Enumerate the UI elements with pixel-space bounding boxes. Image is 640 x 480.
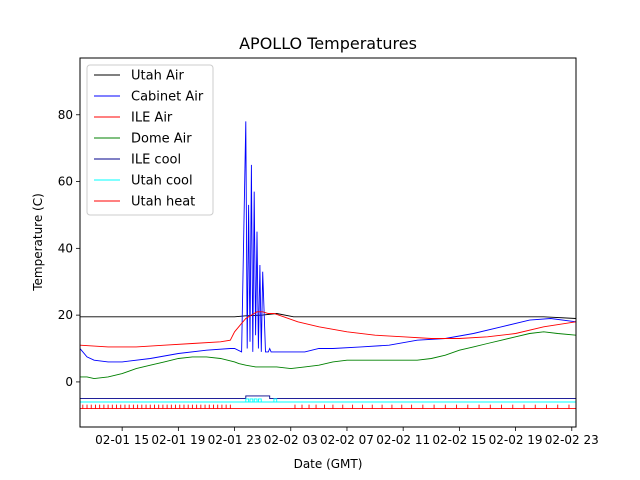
- series-pulse-utah-cool: [253, 398, 258, 402]
- y-tick-label: 80: [58, 108, 73, 122]
- series-pulse-utah-cool: [245, 398, 250, 402]
- legend-label-ile-air: ILE Air: [131, 111, 173, 126]
- x-tick-label: 02-01 19: [151, 433, 205, 447]
- legend-box: [86, 64, 214, 216]
- series-line-cabinet-air: [80, 121, 576, 363]
- series-pulse-utah-cool: [249, 398, 254, 402]
- x-tick-label: 02-02 23: [545, 433, 599, 447]
- series-line-dome-air: [80, 331, 576, 380]
- legend-label-cabinet-air: Cabinet Air: [131, 90, 204, 105]
- x-tick-label: 02-02 03: [264, 433, 318, 447]
- x-tick-label: 02-01 15: [95, 433, 149, 447]
- x-axis: 02-01 15 02-01 19 02-01 23 02-02 03 02-02 07…: [95, 427, 599, 447]
- x-tick-label: 02-02 15: [432, 433, 486, 447]
- y-tick-label: 0: [65, 375, 73, 389]
- legend: Utah Air Cabinet Air ILE Air Dome Air ILE co…: [86, 64, 214, 216]
- y-tick-label: 60: [58, 175, 73, 189]
- y-axis: 0 20 40 60 80: [58, 108, 80, 389]
- plot-area: [80, 121, 576, 410]
- series-line-ile-cool: [80, 395, 576, 400]
- legend-label-dome-air: Dome Air: [131, 132, 192, 147]
- legend-label-utah-heat: Utah heat: [131, 195, 195, 210]
- x-axis-label: Date (GMT): [294, 457, 363, 471]
- series-pulse-utah-cool: [257, 398, 262, 402]
- x-tick-label: 02-01 23: [208, 433, 262, 447]
- plot-frame: [79, 57, 577, 428]
- y-axis-label: Temperature (C): [31, 193, 45, 292]
- y-tick-label: 40: [58, 241, 73, 255]
- series-line-ile-air: [80, 311, 576, 348]
- legend-label-utah-air: Utah Air: [131, 69, 184, 84]
- chart-title: APOLLO Temperatures: [239, 34, 417, 53]
- x-tick-label: 02-02 07: [320, 433, 374, 447]
- y-tick-label: 20: [58, 308, 73, 322]
- x-tick-label: 02-02 19: [489, 433, 543, 447]
- series-pulse-utah-cool: [273, 398, 278, 402]
- legend-label-utah-cool: Utah cool: [131, 174, 193, 189]
- x-tick-label: 02-02 11: [376, 433, 430, 447]
- legend-label-ile-cool: ILE cool: [131, 153, 181, 168]
